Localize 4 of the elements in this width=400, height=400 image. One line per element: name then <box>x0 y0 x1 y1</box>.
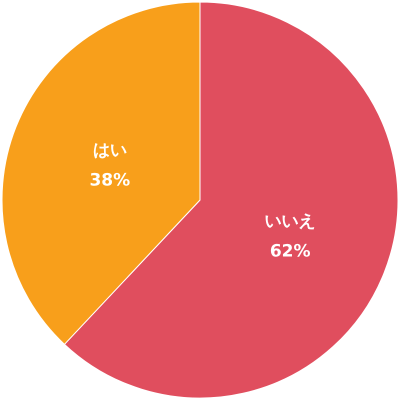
data-label: 38% <box>89 170 130 190</box>
slice-label: はい <box>92 140 127 160</box>
data-label: 62% <box>270 242 311 262</box>
slice-label: いいえ <box>264 212 316 232</box>
